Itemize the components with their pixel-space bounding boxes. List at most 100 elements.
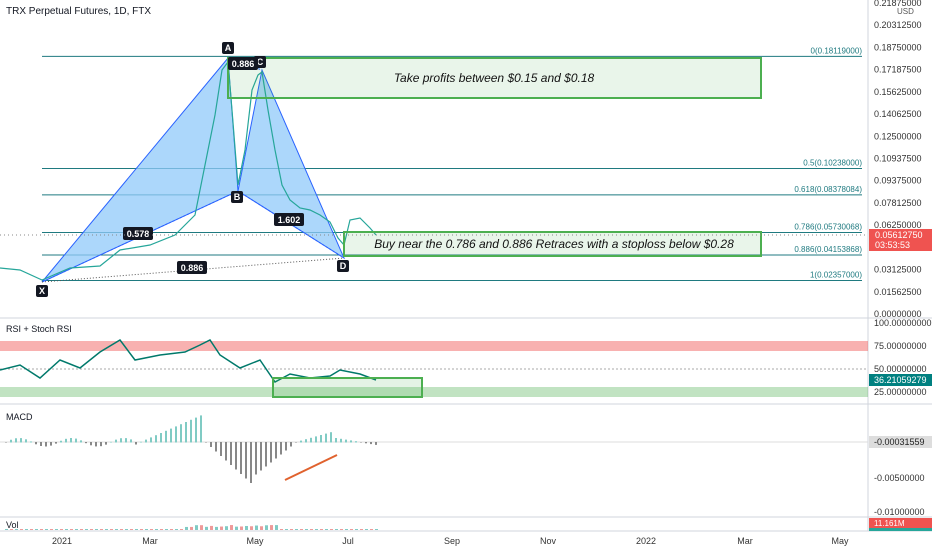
macd-bar: [355, 441, 357, 442]
volume-bar: [365, 529, 368, 530]
macd-tick: -0.01000000: [874, 507, 925, 517]
macd-bar: [45, 442, 47, 446]
volume-bar: [355, 529, 358, 530]
volume-bar: [235, 527, 238, 530]
volume-bar: [200, 525, 203, 530]
macd-bar: [155, 435, 157, 442]
price-axis[interactable]: 0.21875000 0.20312500 0.18750000 0.17187500…: [874, 0, 922, 319]
volume-bar: [20, 529, 23, 530]
price-tick: 0.07812500: [874, 198, 922, 208]
volume-bar: [35, 529, 38, 530]
macd-bar: [365, 442, 367, 443]
macd-bar: [360, 442, 362, 443]
macd-bar: [205, 442, 207, 443]
currency-label: USD: [897, 7, 914, 16]
macd-bar: [215, 442, 217, 452]
volume-bar: [25, 529, 28, 530]
rsi-tick: 75.00000000: [874, 341, 927, 351]
volume-bar: [120, 529, 123, 530]
macd-bar: [110, 442, 112, 443]
fib-level-label: 0.886(0.04153868): [794, 245, 862, 254]
time-tick: May: [831, 536, 849, 546]
macd-title: MACD: [6, 412, 33, 422]
volume-bar: [170, 529, 173, 530]
volume-bar: [250, 526, 253, 530]
volume-bar: [275, 525, 278, 530]
volume-bar: [230, 525, 233, 530]
volume-bar: [295, 529, 298, 530]
fib-level-label: 1(0.02357000): [810, 270, 862, 279]
macd-bar: [245, 442, 247, 479]
price-tick: 0.18750000: [874, 42, 922, 52]
rsi-overbought-band: [0, 341, 868, 351]
macd-bar: [20, 438, 22, 442]
macd-bar: [100, 442, 102, 446]
volume-bar: [115, 529, 118, 530]
volume-bar: [260, 526, 263, 530]
macd-axis: 0.00000000-0.00500000-0.01000000: [874, 437, 925, 517]
macd-bar: [90, 442, 92, 445]
volume-bar: [300, 529, 303, 530]
macd-bar: [40, 442, 42, 446]
macd-bar: [170, 429, 172, 443]
macd-bar: [375, 442, 377, 445]
macd-bar: [125, 438, 127, 442]
macd-histogram[interactable]: [5, 415, 377, 483]
macd-tick: -0.00500000: [874, 473, 925, 483]
bar-countdown: 03:53:53: [875, 240, 910, 250]
macd-bar: [325, 434, 327, 443]
volume-bar: [10, 529, 13, 530]
time-tick: 2022: [636, 536, 656, 546]
volume-bar: [325, 529, 328, 530]
volume-bar: [30, 529, 33, 530]
macd-bar: [30, 441, 32, 442]
volume-bar: [265, 525, 268, 530]
macd-bar: [300, 441, 302, 443]
point-b: B: [234, 192, 241, 202]
macd-bar: [10, 440, 12, 443]
macd-bar: [120, 438, 122, 442]
macd-bar: [145, 440, 147, 443]
macd-bar: [305, 439, 307, 442]
fib-level-label: 0(0.18119000): [811, 46, 863, 55]
macd-bar: [315, 436, 317, 442]
volume-bar: [360, 529, 363, 530]
volume-bar: [160, 529, 163, 530]
volume-bar: [75, 529, 78, 530]
macd-bar: [350, 440, 352, 442]
volume-bar: [320, 529, 323, 530]
ratio-xd: 0.886: [181, 263, 204, 273]
macd-bar: [185, 422, 187, 443]
last-price: 0.05612750: [875, 230, 923, 240]
volume-bar: [225, 526, 228, 530]
time-tick: 2021: [52, 536, 72, 546]
macd-bar: [275, 442, 277, 459]
volume-bar: [40, 529, 43, 530]
macd-bar: [190, 420, 192, 443]
volume-bar: [305, 529, 308, 530]
volume-bar: [285, 529, 288, 530]
rsi-highlight-box[interactable]: [273, 378, 422, 397]
volume-bar: [195, 525, 198, 530]
ratio-bd: 1.602: [278, 215, 301, 225]
point-a: A: [225, 43, 232, 53]
time-axis[interactable]: 2021 Mar May Jul Sep Nov 2022 Mar May: [52, 536, 849, 546]
time-tick: Mar: [142, 536, 158, 546]
fib-level-label: 0.618(0.08378084): [794, 185, 862, 194]
price-tick: 0.01562500: [874, 287, 922, 297]
macd-bar: [35, 442, 37, 444]
volume-bar: [310, 529, 313, 530]
volume-bar: [220, 527, 223, 530]
macd-current: -0.00031559: [874, 437, 925, 447]
volume-bar: [345, 529, 348, 530]
macd-bar: [70, 438, 72, 442]
price-tick: 0.17187500: [874, 65, 922, 75]
volume-bar: [280, 529, 283, 530]
macd-bar: [270, 442, 272, 463]
macd-bar: [50, 442, 52, 446]
macd-bar: [85, 442, 87, 443]
volume-bar: [135, 529, 138, 530]
price-tick: 0.20312500: [874, 20, 922, 30]
time-tick: Nov: [540, 536, 557, 546]
